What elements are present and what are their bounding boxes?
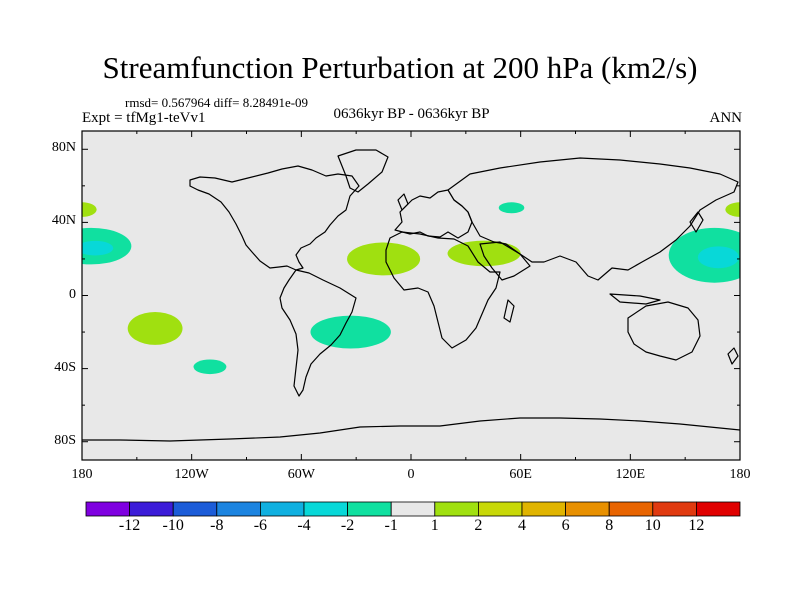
indonesia-coast xyxy=(609,293,661,305)
british-isles-coast xyxy=(397,193,409,211)
latitude-label: 0 xyxy=(69,286,76,302)
colorbar-label: 4 xyxy=(518,517,526,534)
anomaly-region xyxy=(82,202,97,217)
season-label: ANN xyxy=(709,110,743,126)
colorbar-label: 1 xyxy=(430,517,439,534)
south-america-coast xyxy=(279,269,357,397)
new-zealand-coast xyxy=(727,347,739,365)
colorbar-label: -1 xyxy=(384,517,398,534)
colorbar-swatch xyxy=(652,501,697,517)
anomaly-region xyxy=(447,240,521,267)
antarctica-coast xyxy=(82,417,741,442)
anomaly-layer xyxy=(82,202,740,375)
latitude-label: 80N xyxy=(51,140,76,156)
colorbar-swatch xyxy=(216,501,261,517)
anomaly-core xyxy=(697,246,739,269)
plot-title: Streamfunction Perturbation at 200 hPa (… xyxy=(102,50,698,85)
axis-ticks xyxy=(81,131,741,460)
asia-coast xyxy=(447,157,739,281)
longitude-label: 60W xyxy=(287,467,315,482)
north-america-coast xyxy=(189,165,360,271)
anomaly-core xyxy=(82,240,114,256)
anomaly-region xyxy=(193,359,227,375)
colorbar-swatch xyxy=(608,501,654,517)
anomaly-region xyxy=(498,202,525,214)
longitude-label: 180 xyxy=(729,467,751,482)
longitude-label: 0 xyxy=(407,467,415,482)
colorbar-label: -12 xyxy=(118,517,141,534)
colorbar-swatch xyxy=(259,501,305,517)
colorbar-label: 2 xyxy=(474,517,483,534)
colorbar-label: -6 xyxy=(253,517,268,534)
longitude-label: 60E xyxy=(509,467,532,482)
colorbar-swatch xyxy=(521,501,566,517)
latitude-label: 40S xyxy=(54,359,76,375)
colorbar-label: 8 xyxy=(605,517,614,534)
colorbar-swatch xyxy=(347,501,392,517)
colorbar-label: -4 xyxy=(297,517,311,534)
longitude-label: 120E xyxy=(615,467,646,482)
arabia-coast xyxy=(479,241,531,281)
madagascar-coast xyxy=(503,299,515,323)
colorbar-swatch xyxy=(696,501,741,517)
experiment-label: Expt = tfMg1-teVv1 xyxy=(82,110,206,126)
japan-coast xyxy=(689,211,704,233)
colorbar-swatch xyxy=(565,501,610,517)
latitude-label: 80S xyxy=(54,432,76,448)
rmsd-diff-stats: rmsd= 0.567964 diff= 8.28491e-09 xyxy=(125,95,309,110)
anomaly-region xyxy=(725,202,740,217)
longitude-label: 120W xyxy=(174,467,209,482)
colorbar-swatch xyxy=(390,501,436,517)
anomaly-region xyxy=(127,311,183,345)
colorbar-swatch xyxy=(85,501,130,517)
colorbar-label: -10 xyxy=(162,517,184,534)
latitude-label: 40N xyxy=(51,213,76,229)
colorbar-swatch xyxy=(477,501,523,517)
colorbar-swatch xyxy=(172,501,218,517)
colorbar-label: 12 xyxy=(688,517,705,534)
anomaly-region xyxy=(310,315,391,349)
colorbar-label: 10 xyxy=(644,517,661,534)
coastlines xyxy=(82,149,741,442)
colorbar-label: 6 xyxy=(561,517,570,534)
colorbar-swatch xyxy=(434,501,479,517)
africa-coast xyxy=(385,231,501,349)
anomaly-region xyxy=(347,242,421,276)
time-period-label: 0636kyr BP - 0636kyr BP xyxy=(333,106,490,122)
australia-coast xyxy=(627,301,701,361)
longitude-label: 180 xyxy=(71,467,93,482)
colorbar-swatch xyxy=(129,501,174,517)
colorbar-label: -2 xyxy=(340,517,355,534)
colorbar-swatch xyxy=(303,501,348,517)
colorbar-label: -8 xyxy=(210,517,224,534)
greenland-coast xyxy=(337,149,389,193)
